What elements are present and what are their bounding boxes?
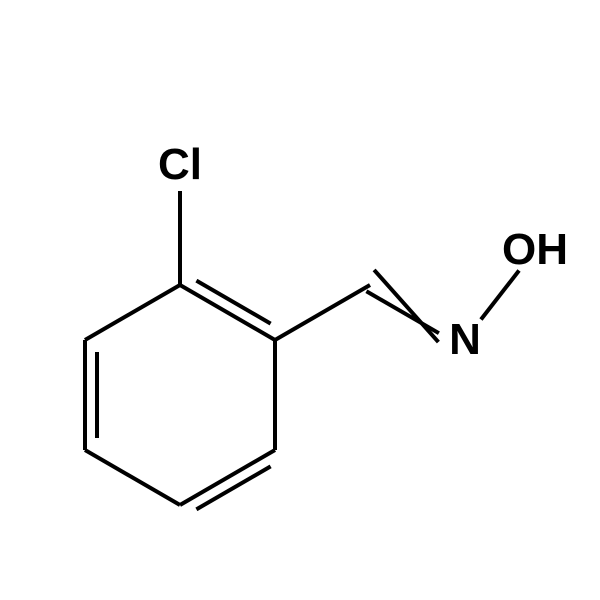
bond-layer — [0, 0, 600, 600]
atom-label-n: N — [449, 318, 481, 362]
structure-canvas: Cl N OH — [0, 0, 600, 600]
atom-label-cl: Cl — [158, 143, 202, 187]
atom-label-o: OH — [502, 228, 568, 272]
